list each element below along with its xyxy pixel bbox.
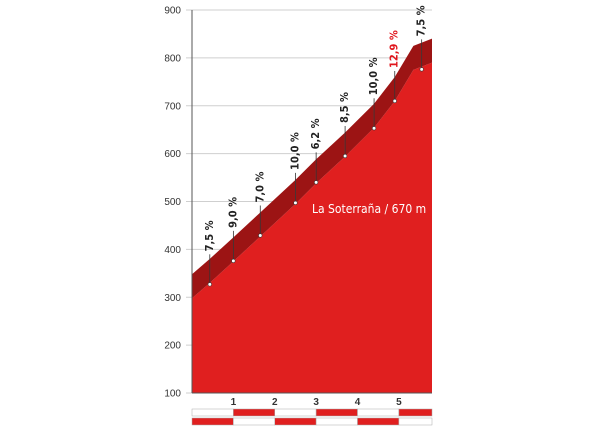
y-axis: 100 200 300 400 500 600 700 800 900: [164, 6, 193, 400]
pass-annotation-label: La Soterraña / 670 m: [312, 202, 426, 216]
km-block-lower: [398, 417, 433, 426]
km-block-upper: [315, 408, 358, 417]
gradient-marker: [207, 282, 212, 287]
gradient-marker: [314, 180, 319, 185]
gradient-marker: [371, 126, 377, 131]
km-block-upper: [233, 408, 276, 417]
km-block-lower: [315, 417, 358, 426]
y-tick-label: 200: [164, 341, 181, 352]
gradient-label: 10,0 %: [367, 57, 380, 95]
x-tick-label: 1: [231, 397, 237, 408]
gradient-label: 10,0 %: [288, 132, 301, 170]
y-tick-label: 800: [164, 53, 181, 64]
gradient-marker: [392, 98, 397, 104]
gradient-labels: 7,5 % 9,0 % 7,0 % 10,0 % 6,2 % 8,5 % 10,0 % 12,…: [203, 5, 428, 287]
gradient-marker: [419, 67, 424, 72]
gradient-label: 8,5 %: [338, 92, 351, 123]
km-block-upper: [398, 408, 433, 417]
km-block-lower: [357, 417, 400, 426]
profile-band: [192, 38, 432, 299]
profile-fill: [192, 62, 432, 393]
x-tick-label: 3: [313, 397, 319, 408]
gradient-label: 6,2 %: [309, 118, 322, 149]
x-axis: 1 2 3 4 5: [192, 392, 432, 408]
y-tick-label: 700: [164, 101, 181, 112]
x-tick-label: 5: [396, 397, 402, 408]
y-tick-label: 400: [164, 245, 181, 256]
km-block-lower: [233, 417, 276, 426]
gradient-marker: [231, 258, 236, 263]
gradient-label: 7,0 %: [253, 172, 266, 203]
y-tick-label: 500: [164, 197, 181, 208]
y-tick-label: 100: [164, 389, 181, 400]
gradient-label: 7,5 %: [203, 220, 216, 251]
km-block-lower: [274, 417, 317, 426]
gradient-marker: [293, 200, 298, 206]
km-block-lower: [191, 417, 234, 426]
km-block-upper: [274, 408, 317, 417]
km-block-upper: [357, 408, 400, 417]
gradient-marker: [258, 233, 263, 238]
gradient-marker: [343, 153, 348, 159]
distance-strip: [191, 408, 433, 426]
gradient-label: 12,9 %: [388, 30, 401, 68]
gradient-label: 9,0 %: [226, 197, 239, 228]
x-tick-label: 2: [272, 397, 278, 408]
y-tick-label: 600: [164, 149, 181, 160]
km-block-upper: [191, 408, 234, 417]
x-tick-label: 4: [355, 397, 361, 408]
gradient-label: 7,5 %: [415, 5, 428, 36]
y-tick-label: 300: [164, 293, 181, 304]
y-tick-label: 900: [164, 6, 181, 17]
